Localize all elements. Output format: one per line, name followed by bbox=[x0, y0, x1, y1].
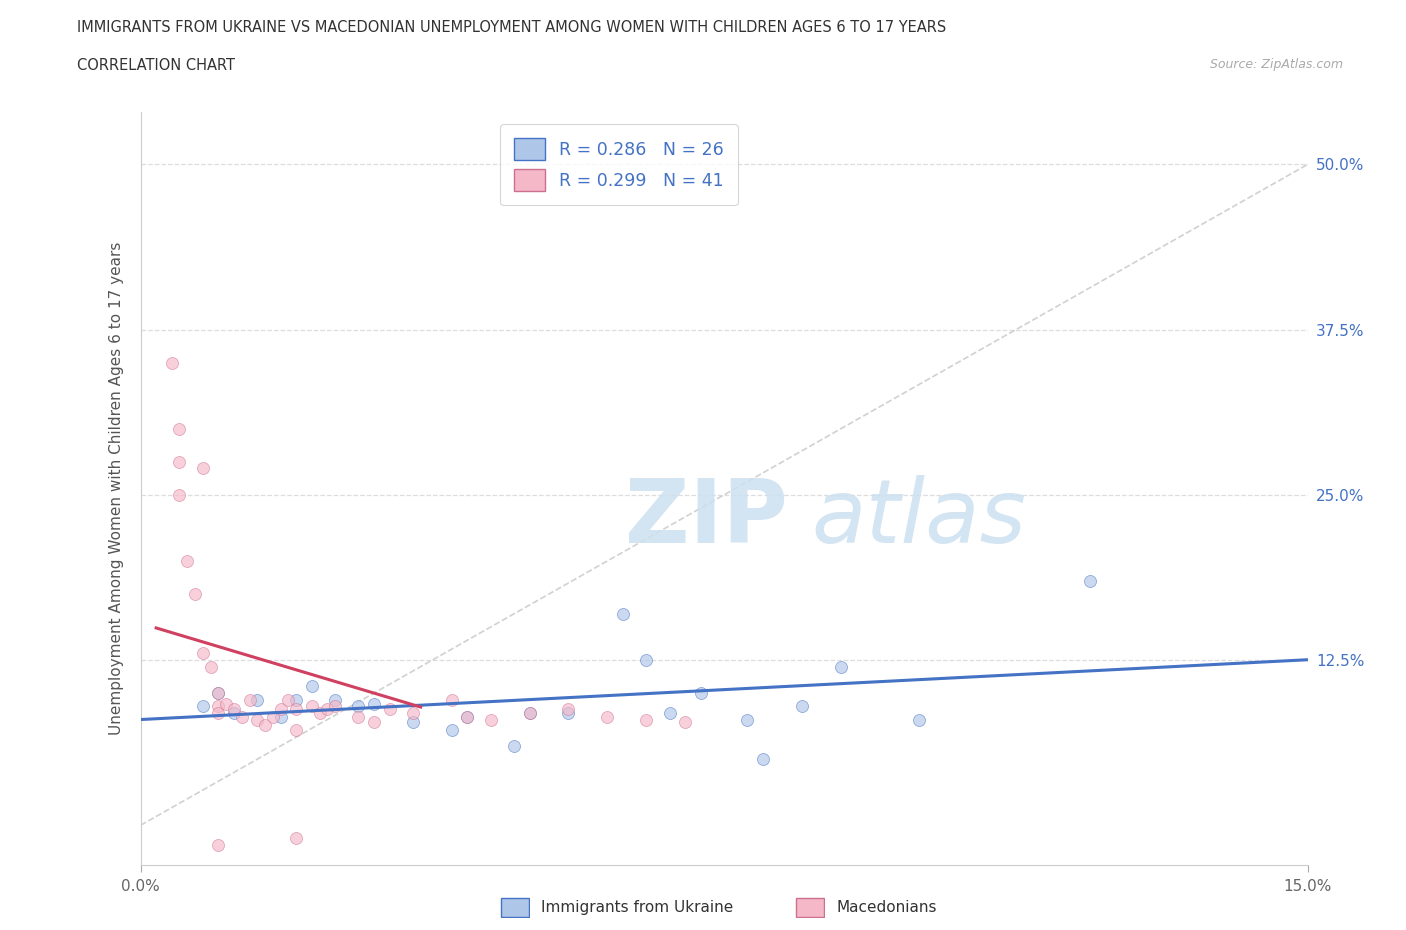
Point bbox=[737, 712, 759, 727]
Point bbox=[246, 692, 269, 707]
Point bbox=[519, 706, 541, 721]
Point bbox=[254, 717, 277, 732]
Point bbox=[184, 587, 207, 602]
Point bbox=[519, 706, 541, 721]
Text: IMMIGRANTS FROM UKRAINE VS MACEDONIAN UNEMPLOYMENT AMONG WOMEN WITH CHILDREN AGE: IMMIGRANTS FROM UKRAINE VS MACEDONIAN UN… bbox=[77, 20, 946, 35]
Point bbox=[285, 701, 308, 716]
Point bbox=[596, 710, 619, 724]
Text: Source: ZipAtlas.com: Source: ZipAtlas.com bbox=[1209, 58, 1343, 71]
Point bbox=[207, 698, 229, 713]
Point bbox=[246, 712, 269, 727]
Point bbox=[658, 706, 681, 721]
Point bbox=[479, 712, 502, 727]
Point bbox=[363, 715, 385, 730]
Point bbox=[200, 659, 222, 674]
Point bbox=[557, 706, 579, 721]
Legend: R = 0.286   N = 26, R = 0.299   N = 41: R = 0.286 N = 26, R = 0.299 N = 41 bbox=[501, 124, 738, 206]
Text: atlas: atlas bbox=[811, 475, 1026, 562]
Y-axis label: Unemployment Among Women with Children Ages 6 to 17 years: Unemployment Among Women with Children A… bbox=[108, 242, 124, 735]
Point bbox=[363, 697, 385, 711]
Point bbox=[347, 698, 370, 713]
Point bbox=[222, 701, 245, 716]
Point bbox=[262, 710, 284, 724]
Point bbox=[347, 710, 370, 724]
Point bbox=[1078, 573, 1101, 588]
Point bbox=[222, 706, 245, 721]
Point bbox=[160, 355, 183, 370]
Point bbox=[308, 706, 330, 721]
Point bbox=[207, 685, 229, 700]
Point bbox=[238, 692, 260, 707]
Point bbox=[636, 653, 658, 668]
Point bbox=[207, 706, 229, 721]
Point bbox=[285, 692, 308, 707]
Point bbox=[270, 710, 292, 724]
Text: ZIP: ZIP bbox=[624, 475, 787, 562]
Point bbox=[503, 738, 526, 753]
Point bbox=[301, 679, 323, 694]
Point bbox=[323, 692, 346, 707]
Point bbox=[636, 712, 658, 727]
Point bbox=[440, 692, 463, 707]
Point bbox=[323, 698, 346, 713]
Point bbox=[378, 701, 401, 716]
Point bbox=[191, 698, 214, 713]
Point bbox=[277, 692, 299, 707]
Point bbox=[215, 697, 238, 711]
Point bbox=[612, 606, 634, 621]
Point bbox=[285, 831, 308, 846]
FancyBboxPatch shape bbox=[796, 898, 824, 917]
Point bbox=[402, 715, 425, 730]
Point bbox=[285, 723, 308, 737]
Point bbox=[270, 701, 292, 716]
Point bbox=[557, 701, 579, 716]
Point bbox=[207, 838, 229, 853]
FancyBboxPatch shape bbox=[501, 898, 529, 917]
Point bbox=[191, 646, 214, 661]
Text: Immigrants from Ukraine: Immigrants from Ukraine bbox=[541, 900, 734, 915]
Point bbox=[673, 715, 696, 730]
Point bbox=[456, 710, 478, 724]
Point bbox=[402, 706, 425, 721]
Point bbox=[907, 712, 929, 727]
Point bbox=[207, 685, 229, 700]
Point bbox=[689, 685, 711, 700]
Text: Macedonians: Macedonians bbox=[837, 900, 936, 915]
Point bbox=[456, 710, 478, 724]
Point bbox=[440, 723, 463, 737]
Point bbox=[301, 698, 323, 713]
Point bbox=[790, 698, 813, 713]
Point bbox=[231, 710, 253, 724]
Point bbox=[316, 701, 339, 716]
Point bbox=[169, 487, 191, 502]
Point bbox=[176, 553, 198, 568]
Point bbox=[191, 461, 214, 476]
Point bbox=[169, 455, 191, 470]
Point bbox=[752, 751, 775, 766]
Text: CORRELATION CHART: CORRELATION CHART bbox=[77, 58, 235, 73]
Point bbox=[830, 659, 852, 674]
Point bbox=[169, 421, 191, 436]
